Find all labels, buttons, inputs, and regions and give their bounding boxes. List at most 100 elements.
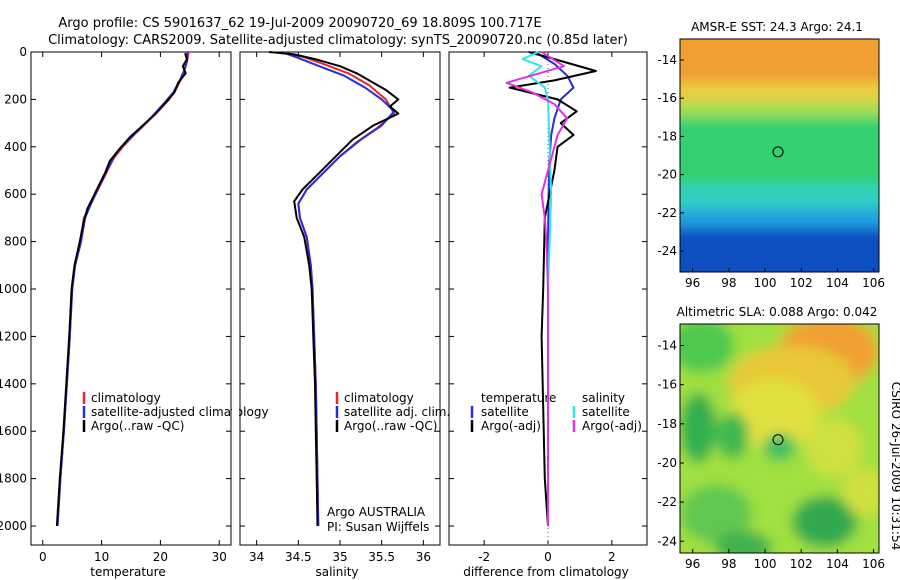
sst-map-xtick-label: 106 xyxy=(862,276,885,290)
sla-patch xyxy=(842,468,879,516)
sst-map-ytick-label: -18 xyxy=(657,129,677,143)
sst-band xyxy=(680,117,879,185)
depth-tick-label: 600 xyxy=(4,187,27,201)
sst-band xyxy=(680,82,879,103)
difference-series-salinity-argo-adj- xyxy=(505,51,569,526)
figure-title-line1: Argo profile: CS 5901637_62 19-Jul-2009 … xyxy=(58,16,541,31)
sla-patch xyxy=(716,412,749,460)
depth-tick-label: 2000 xyxy=(0,519,27,533)
annotation-argo-australia: Argo AUSTRALIA xyxy=(327,505,426,519)
sst-map-title: AMSR-E SST: 24.3 Argo: 24.1 xyxy=(691,20,863,34)
salinity-series-argo-raw-qc- xyxy=(269,51,400,527)
temperature-xtick-label: 0 xyxy=(39,550,47,564)
sst-band xyxy=(680,102,879,118)
sla-map-frame xyxy=(679,323,880,554)
temperature-xtick-label: 20 xyxy=(153,550,168,564)
sst-map-xtick-label: 100 xyxy=(754,276,777,290)
salinity-xtick-label: 35.5 xyxy=(368,550,395,564)
sla-patch xyxy=(680,324,735,373)
legend-climatology-temp: climatology xyxy=(91,391,161,405)
sst-map-xtick-label: 102 xyxy=(790,276,813,290)
legend-title-temperature: temperature xyxy=(481,391,556,405)
legend-climatology-sal: climatology xyxy=(344,391,414,405)
sla-map-ytick-label: -16 xyxy=(657,378,677,392)
difference-xtick-label: -2 xyxy=(478,550,490,564)
sla-patch xyxy=(763,433,796,462)
salinity-axis-label: salinity xyxy=(315,565,358,579)
sst-map-xtick-label: 96 xyxy=(685,276,700,290)
legend-temp-satellite: satellite xyxy=(481,405,529,419)
temperature-axis-label: temperature xyxy=(90,565,165,579)
depth-tick-label: 1600 xyxy=(0,424,27,438)
salinity-xtick-label: 34 xyxy=(249,550,264,564)
legend-sal-argo: Argo(-adj) xyxy=(582,419,642,433)
temperature-series-argo-raw-qc- xyxy=(55,52,188,527)
sla-patch xyxy=(804,417,863,477)
sla-patch xyxy=(792,496,858,548)
depth-tick-label: 200 xyxy=(4,92,27,106)
sst-map-xtick-label: 104 xyxy=(826,276,849,290)
legend-satadj-sal: satellite adj. clim. xyxy=(344,405,450,419)
sst-band xyxy=(680,39,879,83)
sla-map-xtick-label: 102 xyxy=(790,557,813,571)
depth-tick-label: 800 xyxy=(4,235,27,249)
sst-band xyxy=(680,184,879,209)
legend-satadj-temp: satellite-adjusted climatology xyxy=(91,405,269,419)
salinity-xtick-label: 35 xyxy=(332,550,347,564)
sla-map-xtick-label: 104 xyxy=(826,557,849,571)
temperature-xtick-label: 30 xyxy=(212,550,227,564)
figure-title-line2: Climatology: CARS2009. Satellite-adjuste… xyxy=(48,33,628,48)
sla-map-ytick-label: -14 xyxy=(657,339,677,353)
sla-map-ytick-label: -20 xyxy=(657,456,677,470)
salinity-panel-frame xyxy=(239,51,441,546)
salinity-xtick-label: 36 xyxy=(416,550,431,564)
depth-tick-label: 1800 xyxy=(0,472,27,486)
temperature-series-satellite-adjusted-climatology xyxy=(56,51,189,527)
temperature-xtick-label: 10 xyxy=(94,550,109,564)
difference-axis-label: difference from climatology xyxy=(463,565,629,579)
difference-series-salinity-satellite xyxy=(521,51,553,526)
salinity-xtick-label: 34.5 xyxy=(285,550,312,564)
sla-map: 96 98 100 102 104 106 -14 -16 -18 -20 -22 -24 xyxy=(657,323,885,571)
sla-patch xyxy=(714,531,773,553)
sst-map-ytick-label: -22 xyxy=(657,206,677,220)
sla-map-xtick-label: 96 xyxy=(685,557,700,571)
legend-temp-argo: Argo(-adj) xyxy=(481,419,541,433)
sla-patch xyxy=(728,378,820,450)
depth-tick-label: 1200 xyxy=(0,329,27,343)
sst-band xyxy=(680,228,879,272)
sla-map-xtick-label: 100 xyxy=(754,557,777,571)
depth-tick-label: 1000 xyxy=(0,282,27,296)
sla-patch xyxy=(680,484,753,544)
difference-xtick-label: 0 xyxy=(544,550,552,564)
sla-patch xyxy=(680,392,717,463)
sst-map-frame xyxy=(679,38,880,273)
annotation-pi-name: PI: Susan Wijffels xyxy=(327,520,429,534)
sla-map-ytick-label: -22 xyxy=(657,495,677,509)
argo-position-marker xyxy=(772,434,784,446)
depth-tick-label: 400 xyxy=(4,140,27,154)
profile-plots: 0 10 20 30020040060080010001200140016001800… xyxy=(0,45,647,564)
sst-band xyxy=(680,208,879,229)
legend-gap-mask xyxy=(232,395,239,425)
difference-series-temperature-satellite xyxy=(534,51,575,526)
sst-map-xtick-label: 98 xyxy=(721,276,736,290)
sst-map-ytick-label: -16 xyxy=(657,91,677,105)
timestamp-stamp: CSIRO 26-Jul-2009 10:31:54 xyxy=(889,382,900,550)
legend-argo-temp: Argo(..raw -QC) xyxy=(91,419,184,433)
sst-map-ytick-label: -14 xyxy=(657,53,677,67)
sla-map-ytick-label: -18 xyxy=(657,417,677,431)
sla-map-title: Altimetric SLA: 0.088 Argo: 0.042 xyxy=(677,305,878,319)
difference-series-temperature-argo-adj- xyxy=(508,51,597,527)
sst-map: 96 98 100 102 104 106 -14 -16 -18 -20 -22 -24 xyxy=(657,38,885,290)
depth-tick-label: 0 xyxy=(19,45,27,59)
sla-map-ytick-label: -24 xyxy=(657,534,677,548)
sst-map-ytick-label: -20 xyxy=(657,168,677,182)
sla-map-xtick-label: 106 xyxy=(862,557,885,571)
temperature-series-climatology xyxy=(56,51,190,527)
legend-sal-satellite: satellite xyxy=(582,405,630,419)
temperature-panel-frame xyxy=(30,51,232,546)
argo-position-marker xyxy=(772,146,784,158)
sst-map-ytick-label: -24 xyxy=(657,244,677,258)
